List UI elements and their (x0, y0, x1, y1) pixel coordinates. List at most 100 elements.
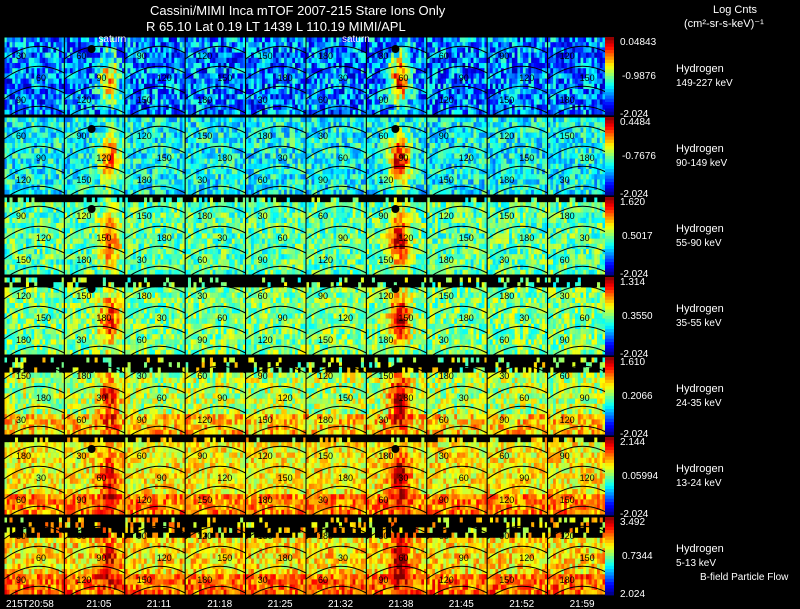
heatmap-cell (292, 148, 296, 154)
heatmap-cell (100, 52, 104, 59)
heatmap-cell (212, 68, 216, 74)
heatmap-cell (231, 122, 235, 128)
heatmap-cell (525, 57, 529, 64)
heatmap-cell (393, 99, 397, 105)
heatmap-cell (215, 184, 219, 191)
heatmap-cell (388, 37, 392, 43)
heatmap-cell (374, 47, 378, 53)
heatmap-cell (575, 57, 579, 64)
heatmap-cell (102, 189, 106, 196)
heatmap-cell (330, 52, 334, 59)
heatmap-cell (201, 57, 205, 64)
heatmap-cell (264, 122, 268, 128)
heatmap-cell (179, 94, 183, 100)
heatmap-cell (152, 78, 156, 85)
heatmap-cell (226, 52, 230, 59)
heatmap-cell (105, 117, 109, 123)
heatmap-cell (251, 37, 255, 43)
heatmap-cell (385, 47, 389, 53)
heatmap-cell (388, 57, 392, 64)
heatmap-cell (6, 52, 10, 59)
heatmap-cell (429, 52, 433, 59)
heatmap-cell (31, 52, 35, 59)
heatmap-cell (391, 73, 395, 79)
heatmap-cell (267, 42, 271, 48)
heatmap-cell (9, 122, 13, 128)
heatmap-cell (212, 47, 216, 53)
heatmap-cell (69, 94, 73, 100)
heatmap-cell (42, 63, 46, 69)
contour-label: 180 (560, 95, 575, 105)
heatmap-cell (300, 37, 304, 43)
heatmap-cell (242, 104, 246, 111)
heatmap-cell (152, 148, 156, 154)
heatmap-cell (176, 37, 181, 43)
heatmap-cell (91, 57, 95, 64)
heatmap-cell (86, 57, 90, 64)
heatmap-cell (111, 73, 115, 79)
heatmap-cell (374, 57, 378, 64)
heatmap-cell (31, 137, 35, 144)
heatmap-cell (133, 158, 137, 165)
heatmap-cell (56, 179, 60, 185)
heatmap-cell (355, 57, 359, 64)
heatmap-cell (91, 174, 95, 180)
heatmap-cell (25, 122, 30, 128)
heatmap-cell (201, 68, 205, 74)
heatmap-cell (127, 137, 131, 144)
heatmap-cell (240, 143, 244, 149)
heatmap-cell (111, 68, 115, 74)
heatmap-cell (421, 78, 425, 85)
heatmap-cell (83, 52, 87, 59)
heatmap-cell (284, 137, 288, 144)
contour-label: 60 (36, 73, 46, 83)
heatmap-cell (174, 78, 178, 85)
heatmap-cell (363, 52, 367, 59)
heatmap-cell (171, 148, 175, 154)
heatmap-cell (36, 179, 40, 185)
heatmap-cell (454, 78, 458, 85)
heatmap-cell (179, 174, 183, 180)
heatmap-cell (72, 99, 76, 105)
heatmap-cell (275, 109, 279, 116)
heatmap-cell (278, 37, 282, 43)
heatmap-cell (50, 94, 54, 100)
contour-label: 90 (378, 95, 388, 105)
heatmap-cell (12, 73, 16, 79)
heatmap-cell (528, 94, 532, 100)
colorbar-step (605, 92, 614, 96)
heatmap-cell (9, 52, 13, 59)
heatmap-cell (295, 122, 299, 128)
heatmap-cell (352, 73, 356, 79)
heatmap-cell (273, 109, 277, 116)
heatmap-cell (149, 109, 153, 116)
heatmap-cell (292, 63, 296, 69)
heatmap-cell (111, 99, 115, 105)
heatmap-cell (207, 63, 211, 69)
heatmap-cell (374, 83, 378, 90)
heatmap-cell (245, 47, 249, 53)
heatmap-cell (190, 137, 194, 144)
contour-line (305, 85, 367, 100)
heatmap-cell (407, 99, 411, 105)
heatmap-cell (264, 153, 268, 159)
heatmap-cell (97, 143, 101, 149)
heatmap-cell (240, 83, 244, 90)
heatmap-cell (102, 78, 106, 85)
heatmap-cell (380, 78, 384, 85)
heatmap-cell (187, 163, 191, 170)
heatmap-cell (39, 127, 43, 133)
heatmap-cell (599, 63, 603, 69)
heatmap-cell (209, 37, 213, 43)
heatmap-cell (388, 42, 392, 48)
heatmap-cell (23, 109, 27, 116)
heatmap-cell (454, 47, 458, 53)
heatmap-cell (138, 52, 142, 59)
heatmap-cell (273, 104, 277, 111)
heatmap-cell (248, 42, 252, 48)
heatmap-cell (133, 47, 137, 53)
heatmap-cell (295, 104, 299, 111)
heatmap-cell (360, 78, 364, 85)
heatmap-cell (50, 109, 54, 116)
heatmap-cell (396, 89, 400, 95)
